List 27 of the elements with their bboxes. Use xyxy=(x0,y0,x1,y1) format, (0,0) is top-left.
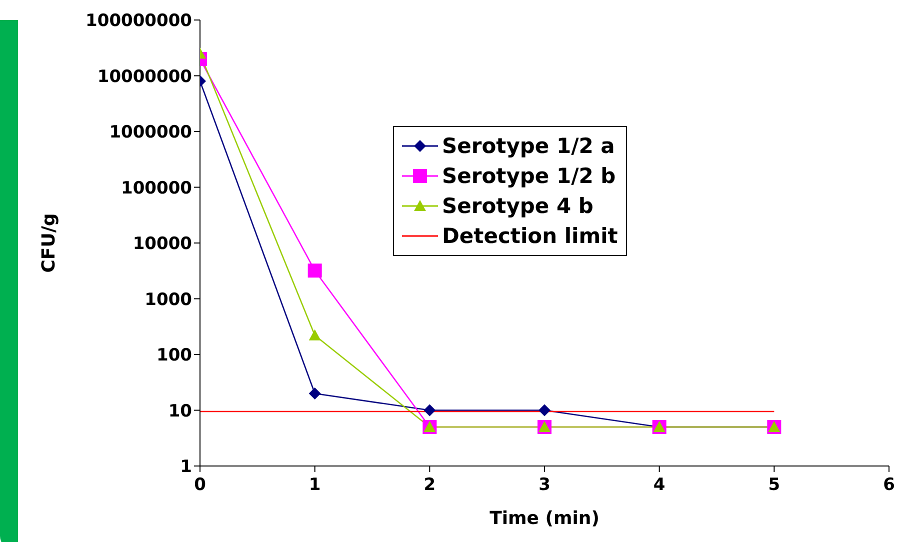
y-tick-label: 1000 xyxy=(144,290,192,310)
point xyxy=(538,404,550,416)
y-tick-label: 1000000 xyxy=(109,122,192,143)
y-tick-label: 100000 xyxy=(121,178,192,198)
y-tick-label: 100 xyxy=(156,346,192,366)
y-tick-label: 100000000 xyxy=(86,11,192,32)
y-tick-label: 1 xyxy=(180,457,192,478)
x-tick-label: 3 xyxy=(538,475,550,496)
y-tick-label: 10 xyxy=(168,401,192,422)
x-tick-label: 6 xyxy=(883,475,895,496)
y-tick-label: 10000000 xyxy=(97,66,192,87)
y-tick-label: 10000 xyxy=(132,234,192,254)
x-axis-title: Time (min) xyxy=(490,508,600,529)
x-tick-label: 0 xyxy=(194,475,206,496)
legend-label: Serotype 1/2 b xyxy=(442,164,616,188)
x-tick-label: 2 xyxy=(424,475,436,496)
point xyxy=(308,387,321,400)
y-axis-title: CFU/g xyxy=(38,213,60,273)
legend-label: Serotype 1/2 a xyxy=(442,134,615,158)
x-tick-label: 4 xyxy=(653,475,666,496)
x-tick-label: 5 xyxy=(768,475,780,496)
point xyxy=(308,329,321,340)
legend-label: Serotype 4 b xyxy=(442,194,594,218)
point xyxy=(308,264,322,278)
point xyxy=(424,404,436,416)
legend-label: Detection limit xyxy=(442,224,618,248)
x-tick-label: 1 xyxy=(308,475,321,496)
